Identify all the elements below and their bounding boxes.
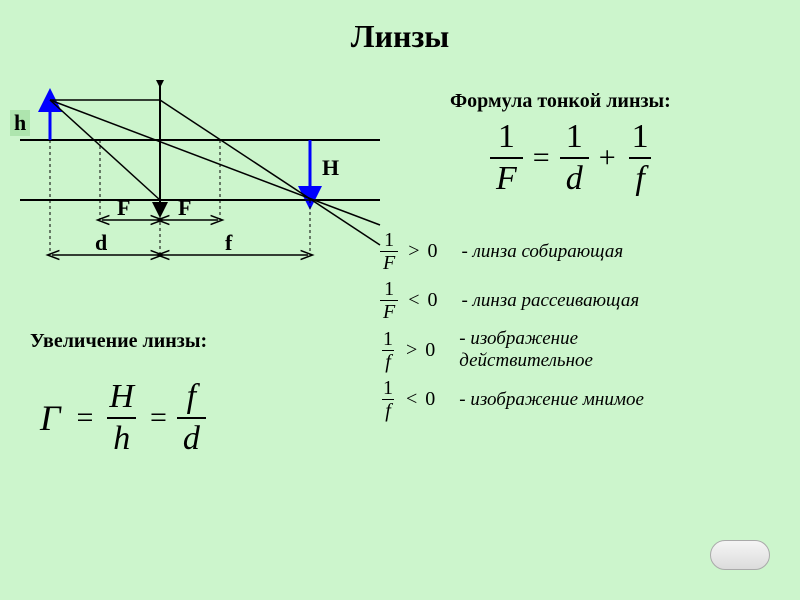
label-f: f xyxy=(225,230,232,256)
lens-formula-title: Формула тонкой линзы: xyxy=(450,90,671,113)
condition-row: 1F <0 - линза рассеивающая xyxy=(380,279,709,322)
next-button[interactable] xyxy=(710,540,770,570)
label-F2: F xyxy=(178,195,191,221)
magnification-title: Увеличение линзы: xyxy=(30,330,207,353)
lens-diagram: h H F F d f xyxy=(10,80,390,295)
condition-row: 1f <0 - изображение мнимое xyxy=(380,378,709,421)
conditions-list: 1F >0 - линза собирающая 1F <0 - линза р… xyxy=(380,230,709,427)
lens-formula: 1F = 1d + 1f xyxy=(490,120,655,196)
label-F1: F xyxy=(117,195,130,221)
condition-row: 1f >0 - изображение действительное xyxy=(380,328,709,372)
label-H: H xyxy=(322,155,339,181)
label-h: h xyxy=(10,110,30,136)
magnification-formula: Г = Hh = fd xyxy=(40,380,206,456)
label-d: d xyxy=(95,230,107,256)
page-title: Линзы xyxy=(0,0,800,55)
condition-row: 1F >0 - линза собирающая xyxy=(380,230,709,273)
